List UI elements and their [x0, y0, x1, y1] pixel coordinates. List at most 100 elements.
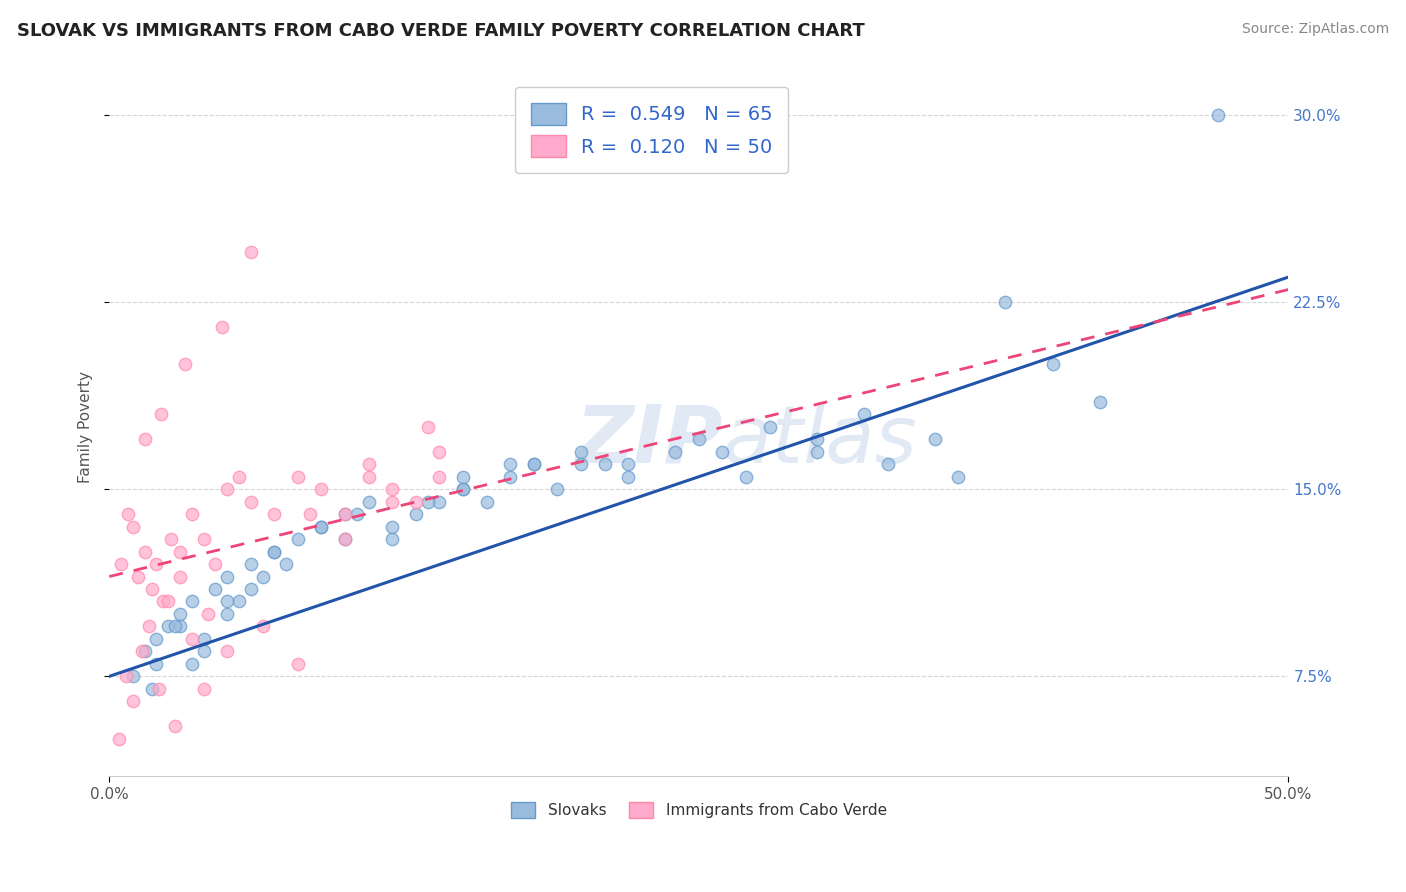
Point	[429, 494, 451, 508]
Point	[711, 444, 734, 458]
Point	[357, 494, 380, 508]
Point	[114, 669, 136, 683]
Point	[152, 594, 174, 608]
Point	[429, 469, 451, 483]
Point	[876, 457, 898, 471]
Point	[381, 532, 404, 546]
Point	[157, 594, 180, 608]
Point	[429, 444, 451, 458]
Point	[204, 582, 226, 596]
Point	[169, 544, 191, 558]
Point	[546, 482, 568, 496]
Point	[110, 557, 132, 571]
Point	[159, 532, 181, 546]
Point	[1206, 108, 1229, 122]
Point	[150, 407, 173, 421]
Legend: Slovaks, Immigrants from Cabo Verde: Slovaks, Immigrants from Cabo Verde	[505, 796, 893, 824]
Point	[263, 544, 285, 558]
Point	[311, 519, 333, 533]
Point	[239, 245, 262, 260]
Point	[1042, 358, 1064, 372]
Point	[252, 569, 274, 583]
Point	[523, 457, 546, 471]
Point	[121, 519, 143, 533]
Point	[357, 469, 380, 483]
Point	[193, 644, 215, 658]
Point	[994, 295, 1017, 310]
Point	[173, 358, 195, 372]
Point	[416, 419, 439, 434]
Point	[239, 557, 262, 571]
Point	[311, 519, 333, 533]
Point	[145, 632, 167, 646]
Point	[852, 407, 875, 421]
Point	[569, 457, 592, 471]
Point	[311, 482, 333, 496]
Point	[664, 444, 686, 458]
Point	[287, 532, 309, 546]
Point	[499, 469, 522, 483]
Point	[193, 681, 215, 696]
Point	[806, 444, 828, 458]
Point	[165, 619, 187, 633]
Point	[357, 457, 380, 471]
Point	[948, 469, 970, 483]
Point	[169, 619, 191, 633]
Point	[134, 644, 156, 658]
Point	[134, 432, 156, 446]
Point	[157, 619, 180, 633]
Point	[405, 494, 427, 508]
Point	[121, 694, 143, 708]
Point	[924, 432, 946, 446]
Point	[381, 494, 404, 508]
Point	[593, 457, 616, 471]
Point	[287, 657, 309, 671]
Point	[617, 469, 640, 483]
Point	[134, 544, 156, 558]
Point	[169, 607, 191, 621]
Point	[180, 594, 202, 608]
Point	[381, 519, 404, 533]
Point	[499, 457, 522, 471]
Point	[217, 607, 239, 621]
Point	[217, 644, 239, 658]
Point	[688, 432, 710, 446]
Point	[217, 569, 239, 583]
Point	[333, 507, 356, 521]
Point	[193, 632, 215, 646]
Point	[274, 557, 297, 571]
Point	[141, 681, 163, 696]
Point	[523, 457, 546, 471]
Point	[165, 719, 187, 733]
Point	[228, 594, 250, 608]
Point	[193, 532, 215, 546]
Point	[211, 320, 233, 334]
Text: atlas: atlas	[723, 401, 917, 480]
Point	[475, 494, 498, 508]
Text: Source: ZipAtlas.com: Source: ZipAtlas.com	[1241, 22, 1389, 37]
Point	[617, 457, 640, 471]
Point	[138, 619, 160, 633]
Point	[333, 532, 356, 546]
Point	[141, 582, 163, 596]
Text: SLOVAK VS IMMIGRANTS FROM CABO VERDE FAMILY POVERTY CORRELATION CHART: SLOVAK VS IMMIGRANTS FROM CABO VERDE FAM…	[17, 22, 865, 40]
Point	[228, 469, 250, 483]
Y-axis label: Family Poverty: Family Poverty	[79, 371, 93, 483]
Point	[169, 569, 191, 583]
Point	[180, 657, 202, 671]
Point	[180, 507, 202, 521]
Point	[217, 482, 239, 496]
Point	[1088, 395, 1111, 409]
Point	[148, 681, 170, 696]
Point	[121, 669, 143, 683]
Text: ZIP: ZIP	[575, 401, 723, 480]
Point	[131, 644, 153, 658]
Point	[416, 494, 439, 508]
Point	[405, 507, 427, 521]
Point	[263, 544, 285, 558]
Point	[239, 582, 262, 596]
Point	[239, 494, 262, 508]
Point	[197, 607, 219, 621]
Point	[451, 482, 474, 496]
Point	[298, 507, 321, 521]
